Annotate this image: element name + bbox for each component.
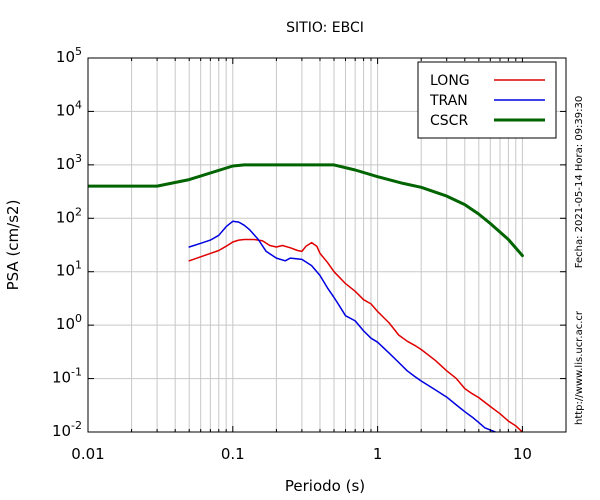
y-tick-label: 103 bbox=[56, 152, 82, 173]
y-tick-label: 10-1 bbox=[52, 366, 82, 387]
x-tick-label: 1 bbox=[373, 445, 383, 463]
timestamp-text: Fecha: 2021-05-14 Hora: 09:39:30 bbox=[574, 96, 585, 269]
x-tick-label: 10 bbox=[513, 445, 532, 463]
y-tick-label: 102 bbox=[56, 205, 82, 226]
series-line-long bbox=[188, 238, 524, 432]
y-axis-label: PSA (cm/s2) bbox=[4, 200, 22, 291]
url-text: http://www.lis.ucr.ac.cr bbox=[574, 310, 585, 425]
x-tick-label: 0.01 bbox=[71, 445, 104, 463]
y-tick-label: 104 bbox=[56, 98, 82, 119]
legend-label-cscr: CSCR bbox=[430, 113, 468, 129]
y-tick-label: 100 bbox=[56, 312, 82, 333]
legend-label-long: LONG bbox=[430, 73, 470, 89]
x-tick-label: 0.1 bbox=[221, 445, 245, 463]
y-tick-label: 10-2 bbox=[52, 419, 82, 440]
series-layer bbox=[88, 163, 524, 432]
x-tick-labels: 0.01 0.1 1 10 bbox=[71, 445, 532, 463]
y-tick-label: 105 bbox=[56, 45, 82, 66]
series-line-tran bbox=[188, 220, 497, 432]
plot-frame bbox=[87, 57, 567, 433]
series-line-cscr bbox=[88, 163, 524, 258]
y-tick-label: 101 bbox=[56, 259, 82, 280]
chart-title: SITIO: EBCI bbox=[286, 20, 364, 36]
legend: LONG TRAN CSCR bbox=[417, 61, 557, 139]
y-tick-labels: 10-2 10-1 100 101 102 103 104 105 bbox=[52, 45, 82, 440]
x-axis-label: Periodo (s) bbox=[285, 477, 365, 495]
legend-label-tran: TRAN bbox=[429, 93, 468, 109]
tick-marks bbox=[87, 57, 567, 433]
